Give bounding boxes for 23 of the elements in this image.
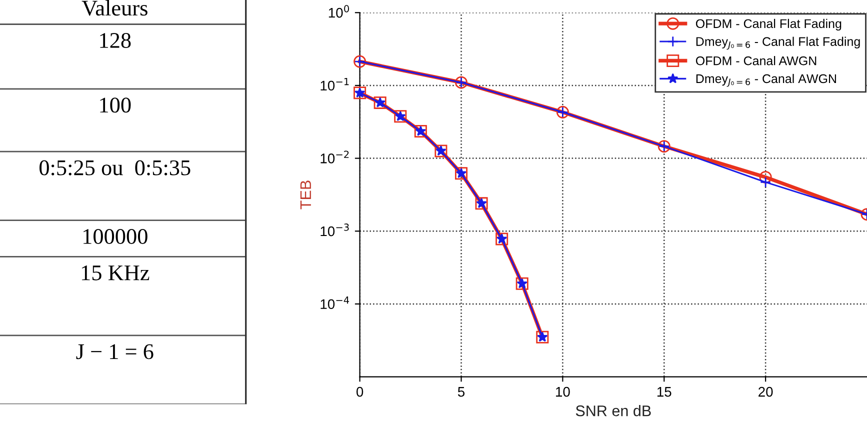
x-tick-label: 15 xyxy=(657,387,672,397)
text: 15 KHz xyxy=(82,265,150,280)
text: 100000 xyxy=(84,228,148,244)
x-tick-label: 5 xyxy=(458,387,465,397)
x-tick-label: 0 xyxy=(356,386,364,397)
text: 128 xyxy=(100,32,131,48)
x-tick-label: 10 xyxy=(556,386,570,397)
x-axis-title: SNR en dB xyxy=(576,405,651,416)
y-tick-label: 10$^{−1}$ xyxy=(320,78,349,91)
text: Valeurs xyxy=(82,0,148,16)
x-tick-label: 20 xyxy=(758,386,773,397)
legend-label: Dmey$_{J₀=6}$ - Canal Flat Fading xyxy=(696,36,860,50)
text: 0:5:25 ou 0:5:35 xyxy=(40,160,190,176)
y-tick-label: 10$^{−4}$ xyxy=(320,296,350,310)
y-tick-label: 10$^{−2}$ xyxy=(320,150,349,164)
y-axis-title: TEB xyxy=(300,180,311,210)
legend-label: OFDM - Canal Flat Fading xyxy=(696,18,842,31)
y-tick-label: 10$^{−3}$ xyxy=(320,224,349,236)
text: J − 1 = 6 xyxy=(76,344,154,360)
y-tick-label: 10$^{0}$ xyxy=(328,5,349,18)
legend-label: Dmey$_{J₀=6}$ - Canal AWGN xyxy=(696,74,836,87)
legend-label: OFDM - Canal AWGN xyxy=(696,56,816,66)
text: 100 xyxy=(100,98,131,113)
